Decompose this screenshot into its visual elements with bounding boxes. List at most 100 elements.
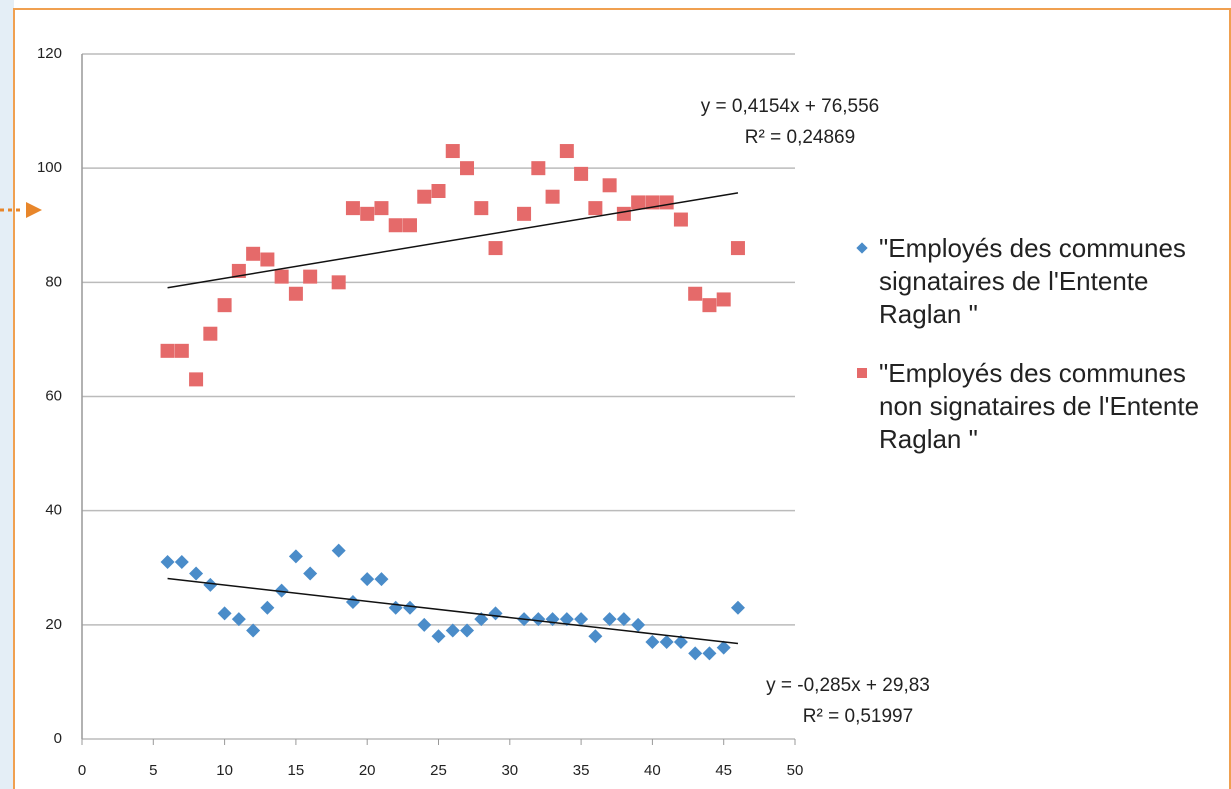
x-tick-label: 5 — [149, 762, 157, 779]
point — [545, 612, 560, 627]
point — [659, 195, 674, 210]
point — [474, 612, 489, 627]
point — [673, 212, 688, 227]
point — [246, 246, 261, 261]
point — [274, 583, 289, 598]
trend-r2: R² = 0,51997 — [803, 706, 913, 727]
legend-label: "Employés des communes non signataires d… — [879, 358, 1200, 454]
side-strip — [0, 0, 14, 789]
point — [231, 263, 246, 278]
point — [531, 161, 546, 176]
trendline — [167, 577, 739, 645]
y-tick-label: 20 — [45, 616, 62, 633]
y-tick-label: 0 — [54, 730, 62, 747]
point — [231, 612, 246, 627]
point — [702, 298, 717, 313]
point — [702, 646, 717, 661]
point — [417, 189, 432, 204]
point — [517, 206, 532, 221]
point — [388, 600, 403, 615]
point — [360, 572, 375, 587]
y-tick-label: 100 — [37, 159, 62, 176]
point — [588, 201, 603, 216]
point — [645, 634, 660, 649]
point — [474, 201, 489, 216]
point — [631, 617, 646, 632]
point — [174, 555, 189, 570]
y-tick-label: 120 — [37, 45, 62, 62]
point — [260, 252, 275, 267]
point — [203, 326, 218, 341]
point — [460, 623, 475, 638]
point — [360, 206, 375, 221]
point — [288, 286, 303, 301]
point — [345, 595, 360, 609]
point — [431, 629, 446, 644]
x-tick-label: 25 — [430, 762, 447, 779]
point — [160, 343, 175, 358]
arrow-head — [26, 202, 42, 218]
point — [445, 144, 460, 159]
point — [616, 612, 631, 627]
point — [260, 600, 275, 615]
point — [217, 606, 232, 621]
plot: 0 20 40 60 80 100 120 0 5 10 15 20 25 30 35 40 45 50 y = -… — [37, 45, 930, 779]
point — [574, 166, 589, 181]
point — [331, 275, 346, 290]
point — [531, 612, 546, 627]
x-tick-label: 40 — [644, 762, 661, 779]
legend-label: "Employés des communes signataires de l'… — [879, 233, 1186, 329]
legend-swatch — [857, 368, 867, 378]
point — [388, 218, 403, 233]
point — [716, 640, 731, 655]
trend-equation: y = -0,285x + 29,83 — [766, 675, 930, 696]
legend-swatch — [856, 242, 868, 254]
x-tick-label: 45 — [715, 762, 732, 779]
point — [160, 555, 175, 570]
point — [545, 189, 560, 204]
point — [402, 600, 417, 615]
point — [688, 286, 703, 301]
y-tick-label: 40 — [45, 502, 62, 519]
point — [559, 144, 574, 159]
point — [673, 634, 688, 649]
y-tick-label: 60 — [45, 387, 62, 404]
x-tick-label: 0 — [78, 762, 86, 779]
legend: "Employés des communes signataires de l'… — [855, 232, 1225, 482]
point — [631, 195, 646, 210]
trend-r2: R² = 0,24869 — [745, 127, 855, 148]
point — [374, 201, 389, 216]
point — [331, 543, 346, 558]
point — [402, 218, 417, 233]
point — [559, 612, 574, 627]
point — [460, 161, 475, 176]
point — [445, 623, 460, 638]
point — [730, 600, 745, 615]
x-tick-label: 35 — [573, 762, 590, 779]
point — [431, 184, 446, 198]
point — [246, 623, 261, 638]
point — [345, 201, 360, 216]
legend-item: "Employés des communes signataires de l'… — [855, 232, 1225, 331]
point — [488, 606, 503, 621]
frame — [13, 8, 1231, 789]
y-tick-label: 80 — [45, 273, 62, 290]
point — [374, 572, 389, 587]
point — [574, 612, 589, 627]
point — [730, 241, 745, 256]
x-tick-label: 30 — [501, 762, 518, 779]
point — [288, 549, 303, 564]
trend-equation: y = 0,4154x + 76,556 — [701, 96, 880, 117]
x-tick-label: 20 — [359, 762, 376, 779]
point — [303, 566, 318, 581]
point — [303, 269, 318, 284]
point — [588, 629, 603, 644]
point — [417, 617, 432, 632]
point — [602, 178, 617, 193]
point — [189, 566, 204, 581]
point — [203, 577, 218, 592]
point — [488, 241, 503, 256]
trendline — [167, 192, 739, 289]
